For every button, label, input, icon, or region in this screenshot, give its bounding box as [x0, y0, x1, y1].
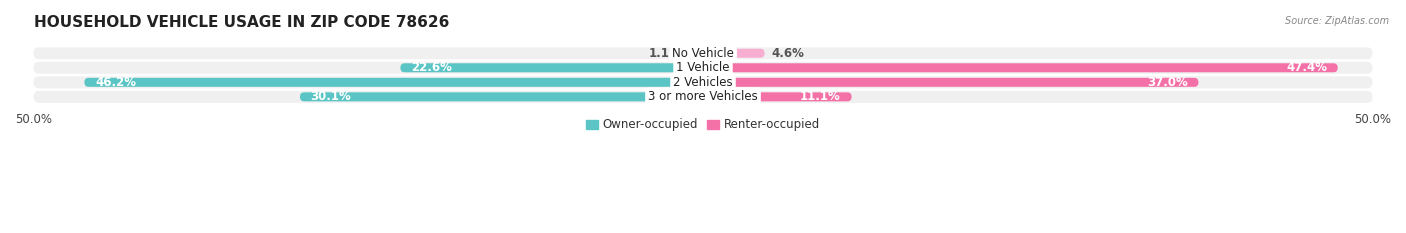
- Text: 4.6%: 4.6%: [772, 47, 804, 60]
- Text: 1 Vehicle: 1 Vehicle: [676, 61, 730, 74]
- FancyBboxPatch shape: [84, 78, 703, 87]
- FancyBboxPatch shape: [299, 92, 703, 101]
- Text: Source: ZipAtlas.com: Source: ZipAtlas.com: [1285, 16, 1389, 26]
- Text: HOUSEHOLD VEHICLE USAGE IN ZIP CODE 78626: HOUSEHOLD VEHICLE USAGE IN ZIP CODE 7862…: [34, 15, 449, 30]
- FancyBboxPatch shape: [703, 92, 852, 101]
- Text: No Vehicle: No Vehicle: [672, 47, 734, 60]
- Text: 30.1%: 30.1%: [311, 90, 352, 103]
- Legend: Owner-occupied, Renter-occupied: Owner-occupied, Renter-occupied: [581, 113, 825, 136]
- FancyBboxPatch shape: [34, 47, 1372, 59]
- Text: 1.1%: 1.1%: [650, 47, 682, 60]
- FancyBboxPatch shape: [689, 49, 703, 58]
- FancyBboxPatch shape: [703, 63, 1337, 72]
- FancyBboxPatch shape: [703, 78, 1198, 87]
- FancyBboxPatch shape: [34, 62, 1372, 74]
- Text: 3 or more Vehicles: 3 or more Vehicles: [648, 90, 758, 103]
- FancyBboxPatch shape: [401, 63, 703, 72]
- Text: 11.1%: 11.1%: [800, 90, 841, 103]
- Text: 22.6%: 22.6%: [411, 61, 451, 74]
- FancyBboxPatch shape: [34, 91, 1372, 103]
- FancyBboxPatch shape: [34, 76, 1372, 88]
- Text: 46.2%: 46.2%: [96, 76, 136, 89]
- Text: 37.0%: 37.0%: [1147, 76, 1188, 89]
- Text: 2 Vehicles: 2 Vehicles: [673, 76, 733, 89]
- Text: 47.4%: 47.4%: [1286, 61, 1327, 74]
- FancyBboxPatch shape: [703, 49, 765, 58]
